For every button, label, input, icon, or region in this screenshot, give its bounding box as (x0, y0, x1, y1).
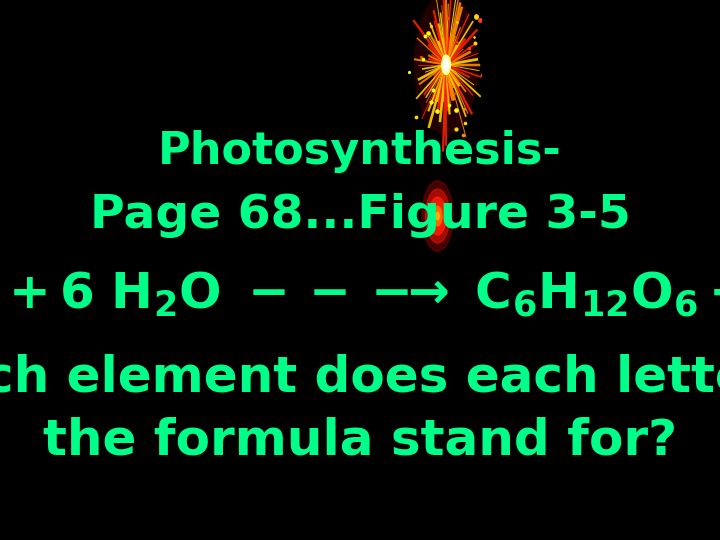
Text: the formula stand for?: the formula stand for? (43, 416, 677, 464)
Circle shape (415, 0, 477, 135)
Circle shape (429, 197, 446, 235)
Circle shape (426, 189, 450, 243)
Text: $\mathbf{6\ CO_2 + 6\ H_2O\ ---\!\!\!\rightarrow\ C_6H_{12}O_6 + 6\ O_2}$: $\mathbf{6\ CO_2 + 6\ H_2O\ ---\!\!\!\ri… (0, 269, 720, 319)
Text: Page 68...Figure 3-5: Page 68...Figure 3-5 (89, 193, 631, 239)
Circle shape (436, 212, 439, 220)
Text: Which element does each letter in: Which element does each letter in (0, 354, 720, 402)
Circle shape (442, 55, 451, 75)
Circle shape (444, 59, 449, 70)
Circle shape (433, 206, 442, 226)
Text: Photosynthesis-: Photosynthesis- (158, 130, 562, 173)
Circle shape (422, 181, 454, 251)
